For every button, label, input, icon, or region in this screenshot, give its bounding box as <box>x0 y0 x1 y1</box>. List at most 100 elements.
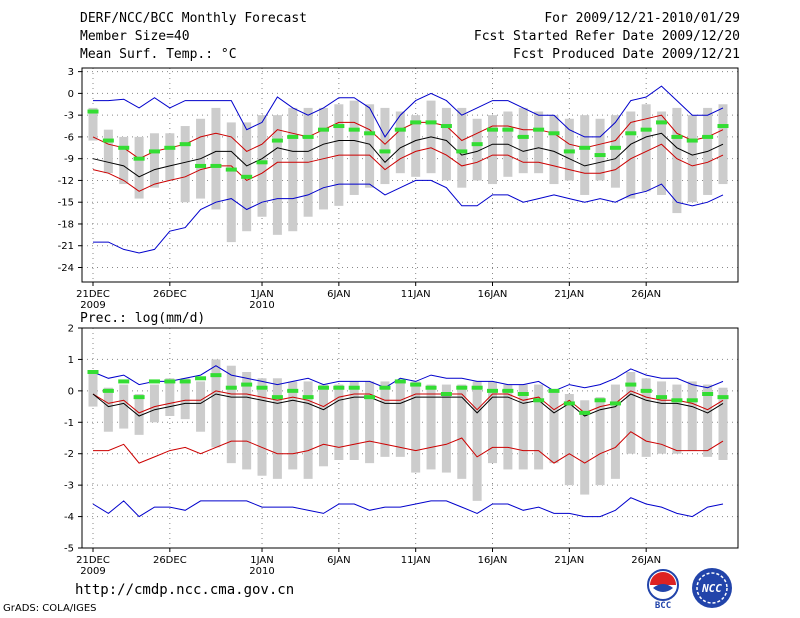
climate-marker <box>502 127 514 132</box>
spread-bar <box>226 122 236 243</box>
y-tick-label: 3 <box>68 67 74 78</box>
spread-bar <box>226 365 236 464</box>
climate-marker <box>317 127 329 132</box>
spread-bar <box>672 107 682 214</box>
spread-bar <box>595 118 605 181</box>
spread-bar <box>718 387 728 460</box>
plot-frame <box>81 327 739 549</box>
forecast-period: For 2009/12/21-2010/01/29 <box>544 11 740 26</box>
spread-bar <box>395 381 405 457</box>
x-tick-label: 16JAN <box>478 289 508 300</box>
climate-marker <box>671 134 683 139</box>
x-tick-label: 11JAN <box>401 289 431 300</box>
y-tick-label: -6 <box>64 132 74 143</box>
climate-marker <box>317 385 329 390</box>
climate-marker <box>563 401 575 406</box>
climate-marker <box>579 410 591 415</box>
spread-bar <box>518 384 528 470</box>
spread-bar <box>441 107 451 181</box>
spread-bar <box>395 111 405 174</box>
spread-bar <box>288 381 298 470</box>
climate-marker <box>502 388 514 393</box>
climate-marker <box>333 385 345 390</box>
climate-marker <box>225 385 237 390</box>
x-tick-label: 21DEC <box>76 289 110 300</box>
climate-marker <box>210 163 222 168</box>
y-tick-label: 0 <box>68 386 74 397</box>
series-line-mean <box>92 132 724 178</box>
climate-marker <box>195 163 207 168</box>
climate-marker <box>287 388 299 393</box>
y-tick-label: -3 <box>64 111 74 122</box>
spread-bar <box>472 381 482 501</box>
x-tick-label: 1JAN <box>250 555 273 566</box>
climate-marker <box>302 134 314 139</box>
footer-url[interactable]: http://cmdp.ncc.cma.gov.cn <box>75 582 295 598</box>
spread-bar <box>580 115 590 195</box>
spread-bar <box>272 378 282 479</box>
spread-bar <box>703 384 713 457</box>
spread-bar <box>257 378 267 476</box>
spread-bar <box>119 136 129 185</box>
series-line-max <box>93 85 724 138</box>
spread-bar <box>595 397 605 486</box>
spread-bar <box>626 372 636 454</box>
spread-bar <box>488 381 498 464</box>
climate-marker <box>241 174 253 179</box>
plot-frame <box>81 67 739 283</box>
spread-bar <box>610 115 620 188</box>
spread-bar <box>103 387 113 432</box>
climate-marker <box>471 142 483 147</box>
climate-marker <box>164 145 176 150</box>
spread-bar <box>380 381 390 457</box>
spread-bar <box>580 400 590 495</box>
climate-marker <box>517 392 529 396</box>
climate-marker <box>348 385 360 390</box>
member-size: Member Size=40 <box>80 29 190 44</box>
climate-marker <box>394 127 406 132</box>
climate-marker <box>241 382 253 387</box>
spread-bar <box>457 107 467 188</box>
climate-marker <box>686 398 698 403</box>
climate-marker <box>640 388 652 393</box>
spread-bar <box>257 115 267 217</box>
series-line-mean-sd <box>92 114 724 160</box>
spread-bar <box>687 115 697 203</box>
x-tick-year-label: 2009 <box>80 566 105 577</box>
climate-marker <box>487 127 499 132</box>
x-tick-label: 6JAN <box>327 289 350 300</box>
climate-marker <box>594 153 606 158</box>
spread-bar <box>349 381 359 460</box>
climate-marker <box>686 138 698 143</box>
series-line-mean-sd <box>93 431 724 464</box>
climate-marker <box>333 124 345 129</box>
climate-marker <box>287 134 299 139</box>
climate-marker <box>548 131 560 136</box>
y-tick-label: -24 <box>58 263 74 274</box>
climate-marker <box>702 392 714 396</box>
climate-marker <box>425 385 437 390</box>
series-line-max <box>92 365 724 392</box>
produced-date: Fcst Produced Date 2009/12/21 <box>513 47 740 62</box>
spread-bar <box>503 384 513 470</box>
climate-marker <box>256 385 268 390</box>
x-tick-label: 21JAN <box>554 289 584 300</box>
climate-marker <box>456 149 468 154</box>
spread-bar <box>518 107 528 174</box>
y-tick-label: -12 <box>58 176 74 187</box>
climate-marker <box>148 149 160 154</box>
climate-marker <box>271 138 283 143</box>
y-tick-label: 0 <box>68 89 74 100</box>
spread-bar <box>411 381 421 473</box>
x-tick-year-label: 2010 <box>249 300 274 311</box>
x-tick-label: 1JAN <box>250 289 273 300</box>
spread-bar <box>149 384 159 423</box>
y-tick-label: -18 <box>58 219 74 230</box>
climate-marker <box>533 127 545 132</box>
climate-marker <box>440 392 452 396</box>
climate-marker <box>440 124 452 129</box>
climate-marker <box>656 395 668 400</box>
climate-marker <box>579 145 591 150</box>
climate-marker <box>656 120 668 125</box>
